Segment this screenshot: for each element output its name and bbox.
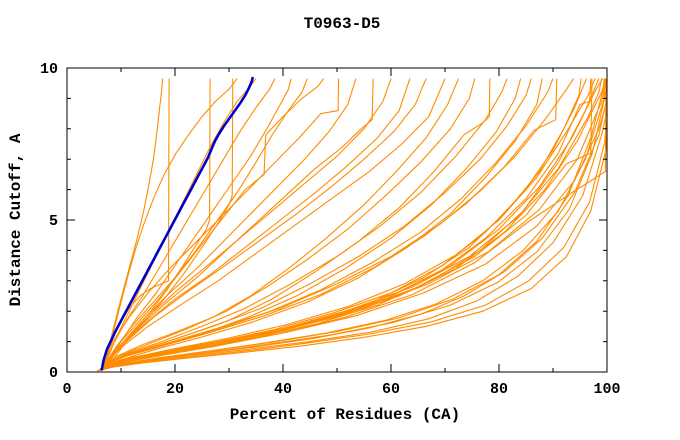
model-line (102, 78, 446, 367)
highlighted-model-line (100, 76, 255, 371)
axis-ticks (66, 67, 608, 373)
model-line (104, 78, 596, 367)
model-line (102, 78, 476, 367)
model-line (103, 78, 238, 370)
model-line (99, 78, 600, 371)
model-line (107, 78, 392, 364)
model-line (101, 78, 522, 368)
model-line (98, 110, 608, 372)
y-tick-label: 5 (49, 213, 58, 230)
model-line (101, 78, 604, 369)
x-axis-label: Percent of Residues (CA) (230, 406, 460, 424)
y-axis-label: Distance Cutoff, A (7, 133, 25, 306)
model-line (103, 78, 374, 367)
model-line (99, 78, 606, 371)
model-line (98, 98, 608, 372)
model-line (99, 78, 607, 370)
x-tick-label: 40 (274, 381, 292, 398)
axes-layer: 0 20 40 60 80 100 0 5 10 (40, 61, 621, 398)
x-tick-label: 0 (62, 381, 71, 398)
model-line (102, 78, 588, 368)
model-line (101, 78, 460, 368)
x-tick-label: 20 (166, 381, 184, 398)
model-line (101, 78, 593, 369)
model-line (100, 101, 608, 370)
model-line (101, 78, 340, 364)
series-layer (97, 76, 608, 372)
model-line (107, 78, 292, 365)
model-line (100, 78, 543, 370)
model-line (104, 78, 164, 370)
y-tick-label: 10 (40, 61, 58, 78)
model-line (102, 78, 276, 367)
chart-title: T0963-D5 (304, 15, 381, 33)
model-line (105, 78, 574, 365)
y-tick-label: 0 (49, 365, 58, 382)
model-line (97, 128, 608, 372)
model-line (103, 78, 411, 365)
x-tick-label: 100 (593, 381, 620, 398)
model-line (100, 78, 605, 371)
model-line (105, 78, 257, 364)
model-line (104, 78, 324, 367)
x-tick-label: 80 (490, 381, 508, 398)
model-line (104, 78, 532, 365)
model-line (105, 78, 357, 365)
model-line (101, 78, 558, 368)
model-line (105, 78, 427, 364)
model-line (100, 78, 592, 370)
model-line (104, 78, 508, 367)
model-line (103, 78, 608, 368)
x-tick-label: 60 (382, 381, 400, 398)
model-line (99, 78, 608, 371)
